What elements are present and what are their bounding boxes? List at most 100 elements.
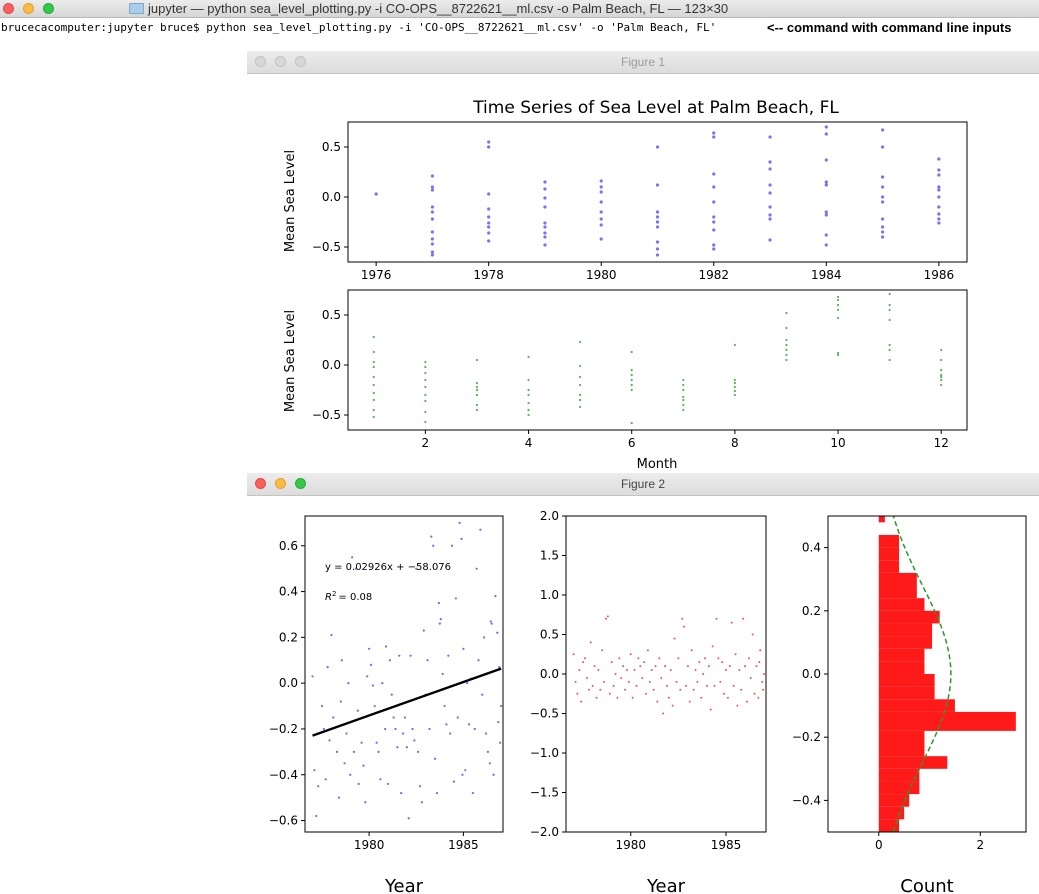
fig2_residuals-point: [683, 625, 686, 628]
fig1_timeseries-point: [543, 196, 547, 200]
fig2_residuals-point: [660, 676, 663, 679]
terminal-command-line[interactable]: brucecacomputer:jupyter bruce$ python se…: [1, 21, 717, 34]
fig2_residuals-point: [650, 669, 653, 672]
fig1_monthly-point: [424, 365, 427, 369]
fig2_regression-point: [462, 647, 465, 650]
histogram-bar: [878, 648, 925, 662]
fig2_residuals-point: [698, 661, 701, 664]
histogram-bar: [878, 560, 900, 573]
fig1_timeseries-point: [824, 183, 828, 187]
fig2_residuals-ytick-label: −1.0: [530, 746, 559, 760]
fig2_regression-point: [473, 727, 476, 731]
fig2_residuals-point: [582, 661, 585, 664]
fig1_monthly-point: [836, 353, 840, 357]
fig1_timeseries-ytick-label: −0.5: [312, 240, 341, 254]
figure1-zoom-button[interactable]: [295, 56, 306, 67]
regression-equation: y = 0.02926x + −58.076: [325, 562, 451, 573]
fig2_residuals-point: [605, 617, 607, 620]
histogram-bar: [878, 756, 948, 769]
figure1-minimize-button[interactable]: [275, 56, 286, 67]
fig1_timeseries-point: [880, 128, 885, 132]
fig2_regression-point: [437, 601, 440, 605]
fig1_timeseries-point: [880, 235, 885, 239]
fig1_timeseries-point: [768, 183, 772, 187]
fig1_monthly-point: [424, 371, 427, 375]
fig1_monthly-point: [527, 408, 530, 412]
fig2_residuals-point: [610, 661, 613, 664]
fig1_monthly-point: [475, 393, 479, 397]
fig1_monthly-point: [424, 393, 427, 397]
figure2-minimize-button[interactable]: [275, 478, 286, 489]
close-button[interactable]: [3, 3, 14, 14]
zoom-button[interactable]: [43, 3, 54, 14]
fig1_monthly-point: [888, 318, 891, 322]
fig2_residuals-point: [742, 617, 745, 620]
fig1_monthly-point: [682, 408, 685, 412]
fig2_regression-point: [335, 750, 339, 753]
fig2_residuals-point: [614, 673, 617, 675]
fig1_monthly-point: [527, 378, 530, 382]
fig1_monthly-point: [888, 303, 891, 307]
residuals-plot: 1980 1985 −2.0 −1.5 −1.0 −0.5 0.0 0.5 1.0 1.5 2.0: [530, 509, 767, 852]
histogram-bar: [878, 516, 885, 523]
r-squared-value: = 0.08: [338, 592, 372, 603]
fig1_monthly-point: [372, 391, 375, 395]
fig2_regression-point: [486, 750, 490, 753]
fig1_timeseries-point: [824, 125, 828, 129]
fig2_regression-point: [339, 700, 342, 703]
fig2_regression-point: [500, 704, 503, 708]
fig1_monthly-point: [475, 381, 479, 385]
fig1_monthly-point: [475, 403, 479, 407]
fig2_regression-point: [456, 716, 459, 719]
figure2-canvas[interactable]: y = 0.02926x + −58.076 R2 = 0.08 Year Yea…: [247, 495, 1039, 894]
fig2_residuals-ytick-label: 1.5: [540, 549, 559, 563]
histogram-bar: [878, 686, 935, 700]
fig2_residuals-point: [608, 692, 611, 695]
fig2_residuals-point: [595, 696, 598, 699]
fig2_residuals-point: [675, 680, 678, 683]
fig1_timeseries-point: [599, 200, 603, 204]
fig1_timeseries-point: [880, 145, 885, 149]
fig1_monthly-point: [888, 358, 891, 362]
figure2-zoom-button[interactable]: [295, 478, 306, 489]
fig1_monthly-axes-frame: [347, 289, 968, 431]
fig2_residuals-point: [654, 665, 657, 668]
fig2_residuals-ytick-label: 0.5: [540, 628, 559, 642]
fig1_monthly-point: [630, 350, 633, 354]
fig1_timeseries-point: [712, 247, 716, 251]
fig2_residuals-point: [641, 676, 644, 679]
fig2_regression-point: [330, 633, 333, 637]
fig2_regression-point: [434, 757, 437, 760]
fig2_regression-point: [418, 785, 422, 788]
histogram-bar: [878, 699, 955, 712]
fig2_regression-point: [475, 567, 478, 570]
minimize-button[interactable]: [23, 3, 34, 14]
fig1_timeseries-point: [543, 243, 547, 247]
terminal-body[interactable]: brucecacomputer:jupyter bruce$ python se…: [0, 18, 1039, 50]
figure2-window[interactable]: Figure 2 y = 0.02926x + −58.076 R2 = 0.08…: [247, 473, 1039, 894]
fig1_timeseries-point: [768, 217, 772, 221]
fig2_residuals-point: [599, 688, 602, 691]
fig2_residuals-point: [696, 680, 699, 683]
figure2-close-button[interactable]: [255, 478, 266, 489]
figure1-canvas[interactable]: Time Series of Sea Level at Palm Beach, …: [247, 73, 1039, 472]
fig2_regression-point: [422, 629, 425, 632]
fig2_regression-point: [360, 741, 363, 744]
fig1_monthly-point: [940, 378, 943, 382]
fig1_timeseries-point: [768, 191, 772, 195]
fig2_regression-point: [320, 704, 324, 708]
fig1_monthly-point: [372, 408, 375, 412]
fig2_regression-point: [441, 672, 444, 676]
monthly-plot: 2 4 6 8 10 12 −0.5 0.0 0.5: [312, 289, 968, 450]
fig2_residuals-ytick-label: 0.0: [540, 667, 559, 681]
histogram-bar: [878, 730, 925, 744]
fig2_regression-point: [428, 727, 431, 731]
fig2_regression-point: [345, 732, 348, 735]
fig1_timeseries-xtick-label: 1984: [811, 268, 842, 282]
fig1_monthly-point: [475, 388, 479, 392]
fig1_timeseries-point: [712, 185, 716, 189]
fig2_histogram-ytick-label: 0.2: [802, 604, 821, 618]
fig2_regression-point: [313, 769, 316, 772]
fig1_monthly-point: [682, 383, 685, 387]
figure1-close-button[interactable]: [255, 56, 266, 67]
